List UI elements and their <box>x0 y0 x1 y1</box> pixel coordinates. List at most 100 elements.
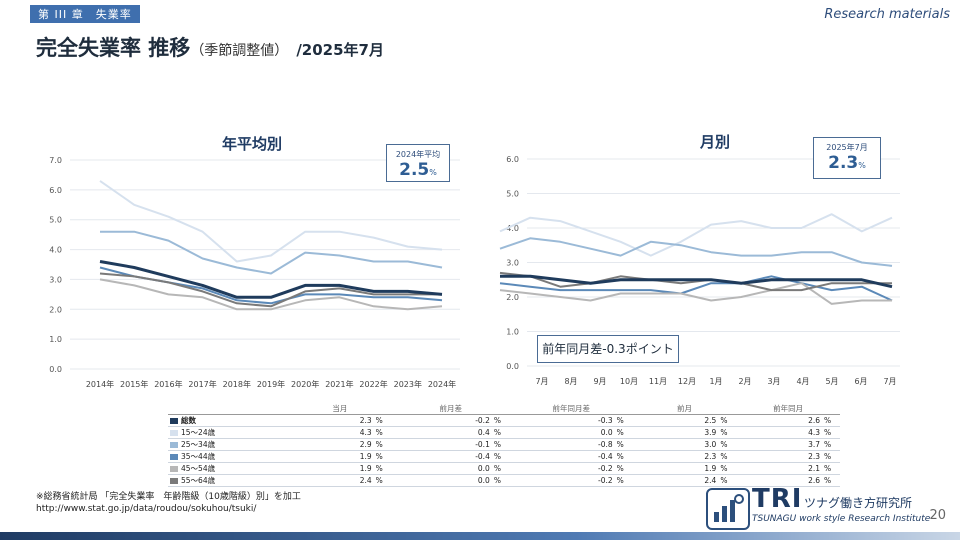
table-unit-cell: % <box>718 438 737 451</box>
table-unit-cell: % <box>491 450 510 463</box>
legend-swatch-icon <box>170 454 178 460</box>
annual-xtick: 2024年 <box>428 379 456 389</box>
table-header-current: 当月 <box>288 403 392 415</box>
monthly-ytick: 5.0 <box>506 190 519 199</box>
table-cell: -0.2 <box>509 462 615 475</box>
table-cell: 4.3 <box>736 426 822 439</box>
monthly-xtick: 9月 <box>593 377 606 386</box>
table-cell: 3.9 <box>632 426 719 439</box>
table-header-yoy: 前年同月差 <box>509 403 633 415</box>
logo-tri-text: TRI <box>752 484 803 514</box>
page-title: 完全失業率 推移（季節調整値） /2025年7月 <box>36 32 384 62</box>
monthly-xtick: 3月 <box>767 377 780 386</box>
table-cell: 1.9 <box>632 462 719 475</box>
table-row: 総数 2.3% -0.2% -0.3% 2.5% 2.6% <box>168 414 840 427</box>
source-note: ※総務省統計局 「完全失業率 年齢階級（10歳階級）別」を加工 http://w… <box>36 491 301 515</box>
monthly-xtick: 7月 <box>535 377 548 386</box>
table-unit-cell: % <box>614 438 633 451</box>
annual-line-chart: 0.0 1.0 2.0 3.0 4.0 5.0 6.0 7.0 2014年 2015年 2016年 2… <box>49 156 460 389</box>
monthly-kpi-box: 2025年7月 2.3% <box>813 137 881 179</box>
table-unit-cell: % <box>822 474 840 487</box>
table-unit-cell: % <box>373 438 392 451</box>
logo-en-text: TSUNAGU work style Research Institute <box>752 514 931 524</box>
annual-ytick: 7.0 <box>49 156 62 165</box>
table-unit-cell: % <box>614 426 633 439</box>
table-header-row: 当月 前月差 前年同月差 前月 前年同月 <box>168 403 840 415</box>
monthly-ytick: 0.0 <box>506 362 519 371</box>
annual-kpi-number: 2.5 <box>399 160 430 180</box>
table-unit-cell: % <box>491 426 510 439</box>
table-row: 15～24歳 4.3% 0.4% 0.0% 3.9% 4.3% <box>168 426 840 439</box>
table-cell: -0.4 <box>391 450 492 463</box>
monthly-xtick: 5月 <box>825 377 838 386</box>
row-label: 45～54歳 <box>168 462 288 475</box>
table-cell: -0.2 <box>391 414 492 427</box>
table-cell: -0.1 <box>391 438 492 451</box>
monthly-xtick: 6月 <box>854 377 867 386</box>
summary-table: 当月 前月差 前年同月差 前月 前年同月 総数 2.3% -0.2% -0.3% 2.5… <box>168 403 840 487</box>
annual-chart-title: 年平均別 <box>222 135 283 153</box>
monthly-ytick: 4.0 <box>506 224 519 233</box>
annual-ytick: 5.0 <box>49 216 62 225</box>
annual-xtick: 2020年 <box>291 379 319 389</box>
monthly-xtick: 10月 <box>620 377 638 386</box>
table-cell: 2.4 <box>632 474 719 487</box>
table-row: 25～34歳 2.9% -0.1% -0.8% 3.0% 3.7% <box>168 438 840 451</box>
table-cell: -0.8 <box>509 438 615 451</box>
monthly-ytick: 3.0 <box>506 259 519 268</box>
annual-ytick: 6.0 <box>49 186 62 195</box>
table-unit-cell: % <box>614 474 633 487</box>
table-unit-cell: % <box>718 462 737 475</box>
page-number: 20 <box>929 508 946 523</box>
annual-series-g55 <box>99 272 442 308</box>
annual-kpi-label: 2024年平均 <box>395 150 441 159</box>
table-cell: -0.4 <box>509 450 615 463</box>
table-unit-cell: % <box>614 462 633 475</box>
table-unit-cell: % <box>373 462 392 475</box>
table-cell: 3.0 <box>632 438 719 451</box>
table-cell: 2.4 <box>288 474 374 487</box>
monthly-change-note: 前年同月差-0.3ポイント <box>537 335 679 363</box>
monthly-xtick: 12月 <box>678 377 696 386</box>
annual-xtick: 2015年 <box>120 379 148 389</box>
table-unit-cell: % <box>491 462 510 475</box>
row-label-text: 総数 <box>181 416 196 425</box>
annual-xtick: 2014年 <box>86 379 114 389</box>
table-cell: 2.5 <box>632 414 719 427</box>
annual-xtick: 2017年 <box>188 379 216 389</box>
table-unit-cell: % <box>822 414 840 427</box>
table-unit-cell: % <box>491 438 510 451</box>
table-cell: 2.1 <box>736 462 822 475</box>
monthly-ytick: 2.0 <box>506 293 519 302</box>
annual-kpi-value: 2.5% <box>387 160 449 180</box>
monthly-xtick: 8月 <box>564 377 577 386</box>
monthly-ytick: 1.0 <box>506 328 519 337</box>
annual-xtick: 2023年 <box>394 379 422 389</box>
table-unit-cell: % <box>718 474 737 487</box>
annual-ytick: 3.0 <box>49 275 62 284</box>
monthly-kpi-value: 2.3% <box>814 153 880 173</box>
annual-ytick: 4.0 <box>49 246 62 255</box>
table-cell: 0.0 <box>391 462 492 475</box>
table-unit-cell: % <box>718 450 737 463</box>
table-header-mom: 前月差 <box>391 403 510 415</box>
tri-logo: TRI ツナグ働き方研究所 TSUNAGU work style Researc… <box>706 484 930 530</box>
table-row: 55～64歳 2.4% 0.0% -0.2% 2.4% 2.6% <box>168 474 840 487</box>
annual-series-g45 <box>99 278 443 311</box>
annual-series-total <box>99 260 443 299</box>
monthly-series-total <box>500 274 893 289</box>
title-date: /2025年7月 <box>296 41 384 59</box>
monthly-kpi-unit: % <box>858 161 866 170</box>
table-unit-cell: % <box>373 450 392 463</box>
source-url[interactable]: http://www.stat.go.jp/data/roudou/sokuho… <box>36 504 257 514</box>
table-cell: 2.3 <box>632 450 719 463</box>
table-unit-cell: % <box>373 474 392 487</box>
bottom-gradient-bar <box>0 532 960 540</box>
row-label-text: 45～54歳 <box>181 464 216 473</box>
annual-xtick: 2016年 <box>154 379 182 389</box>
table-unit-cell: % <box>718 414 737 427</box>
table-cell: 0.0 <box>391 474 492 487</box>
logo-mark-icon <box>706 488 750 530</box>
table-cell: 2.3 <box>288 414 374 427</box>
table-header-blank <box>168 403 288 415</box>
